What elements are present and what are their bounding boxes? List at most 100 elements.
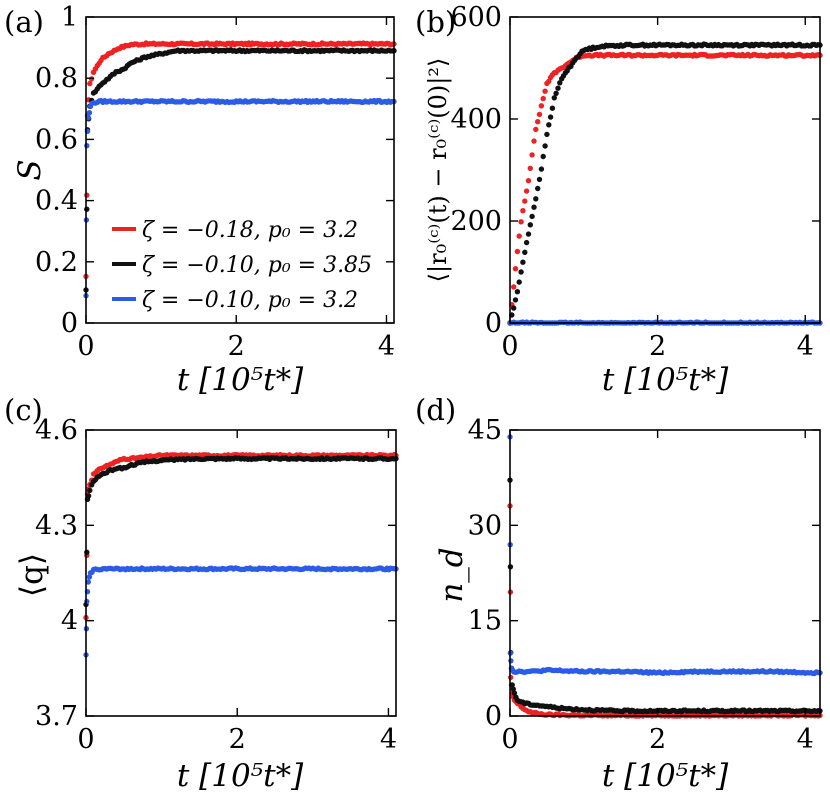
panel-c-series-1 [83, 455, 399, 608]
panel-b-series-1-point-12 [529, 213, 535, 220]
panel-b-series-0-point-17 [538, 103, 545, 109]
panel-a-series-0 [83, 40, 397, 280]
panel-b-ylabel: ⟨|r₀⁽ᶜ⁾(t) − r₀⁽ᶜ⁾(0)|²⟩ [424, 58, 453, 283]
panel-b-series-1-point-14 [533, 196, 539, 202]
panel-b-series-1-point-25 [553, 90, 559, 97]
panel-b-series-0-point-10 [525, 178, 532, 184]
panel-c-ytick-label-2: 4.3 [35, 510, 78, 541]
legend-label-0: ζ = −0.18, p₀ = 3.2 [142, 218, 358, 243]
panel-d-series-1-point-4 [509, 682, 515, 688]
panel-b-series-0-point-11 [527, 165, 533, 171]
panel-b-series-1-point-15 [535, 185, 541, 192]
panel-c-xtick-label-1: 2 [229, 724, 246, 755]
panel-a-axes-box [85, 16, 395, 324]
panel-a-xtick-label-2: 4 [378, 331, 395, 362]
panel-c-axes-box [85, 429, 397, 717]
legend-label-2: ζ = −0.10, p₀ = 3.2 [142, 288, 358, 313]
panel-b-series-0-point-19 [542, 88, 548, 94]
panel-a-xtick-label-1: 2 [228, 331, 245, 362]
panel-a-xlabel: t [10⁵t*] [177, 362, 304, 398]
panel-label-c: (c) [4, 393, 43, 427]
panel-b-series-1-point-7 [520, 259, 526, 265]
panel-b-series-0-point-12 [529, 152, 535, 158]
panel-c-ylabel: ⟨q⟩ [14, 553, 50, 597]
panel-b-series-1-point-16 [536, 176, 543, 183]
panel-b-series-1-point-21 [546, 122, 552, 128]
panel-b-series-1-point-6 [518, 269, 524, 275]
panel-b-xtick-label-1: 2 [649, 331, 666, 362]
panel-d-series-1-point-6 [511, 690, 518, 696]
panel-c: (c) 0 2 4 3.7 4 4.3 4.6 t [10⁵t*] ⟨q⟩ [4, 393, 399, 794]
panel-label-d: (d) [415, 393, 456, 427]
panel-b-series-0-point-15 [535, 119, 541, 125]
panel-d-axes-box [509, 429, 821, 717]
panel-b-series [507, 41, 823, 326]
panel-c-ytick-label-1: 4 [61, 606, 78, 637]
panel-d: (d) 0 2 4 0 15 30 45 t [10⁵t*] n_d [415, 393, 823, 794]
panel-b-series-1-point-18 [540, 153, 546, 160]
panel-d-ticks: 0 2 4 0 15 30 45 [468, 415, 820, 755]
panel-b-xtick-label-2: 4 [797, 331, 814, 362]
panel-a-ytick-label-1: 0.2 [35, 247, 78, 278]
panel-a-ylabel: S [12, 159, 48, 180]
panel-b-series-1-point-10 [525, 231, 532, 237]
panel-label-b: (b) [415, 5, 456, 39]
panel-b-series-0-point-14 [533, 126, 539, 133]
panel-c-series-0 [83, 451, 399, 621]
panel-d-series-2-point-3 [508, 658, 514, 664]
panel-b-ticks: 0 2 4 0 200 400 600 [450, 2, 820, 362]
panel-a-ytick-label-3: 0.6 [35, 124, 78, 155]
panel-c-xlabel: t [10⁵t*] [177, 758, 304, 794]
panel-c-series-2 [83, 565, 399, 658]
panel-a-series-0-point-5 [88, 76, 95, 82]
panel-b-series-0-point-7 [520, 208, 526, 214]
panel-c-ticks: 0 2 4 3.7 4 4.3 4.6 [35, 415, 397, 755]
panel-a-series-2-point-5 [86, 110, 93, 116]
panel-b-series-0-point-8 [522, 198, 528, 204]
panel-b: (b) 0 2 4 0 200 400 600 t [10⁵t*] ⟨|r₀⁽ᶜ⁾(t) −… [415, 2, 823, 398]
panel-a-ytick-label-4: 0.8 [35, 63, 78, 94]
panel-b-ytick-label-1: 200 [450, 206, 502, 237]
panel-a: (a) 0 2 4 0 0.2 0.4 0.6 0.8 1 t [10⁵t*] S ζ = −0… [4, 2, 397, 398]
panel-a-ytick-label-0: 0 [61, 308, 78, 339]
panel-d-ylabel: n_d [434, 547, 470, 602]
panel-b-series-1-point-2 [511, 305, 517, 311]
panel-a-ytick-label-5: 1 [61, 2, 78, 33]
panel-d-ytick-label-1: 15 [468, 606, 502, 637]
panel-a-ytick-label-2: 0.4 [35, 186, 78, 217]
panel-b-xtick-label-0: 0 [501, 331, 518, 362]
panel-a-ticks: 0 2 4 0 0.2 0.4 0.6 0.8 1 [35, 2, 395, 362]
panel-b-series-0-point-18 [540, 95, 546, 102]
panel-a-series-1 [83, 47, 397, 293]
panel-b-ytick-label-3: 600 [450, 2, 502, 33]
panel-a-series-2-point-4 [85, 115, 92, 121]
panel-c-ytick-label-0: 3.7 [35, 701, 78, 732]
panel-b-series-1-point-27 [557, 80, 563, 86]
panel-b-series-1-point-24 [551, 95, 557, 101]
panel-b-series-0-point-6 [518, 219, 524, 225]
panel-b-series-0-point-4 [514, 248, 521, 255]
panel-label-a: (a) [4, 5, 44, 39]
panel-b-series-0-point-16 [536, 111, 543, 118]
panel-a-series [83, 40, 397, 299]
panel-b-ytick-label-0: 0 [485, 308, 502, 339]
panel-c-xtick-label-0: 0 [77, 724, 94, 755]
panel-c-ytick-label-3: 4.6 [35, 415, 78, 446]
panel-b-series-1-point-26 [555, 85, 561, 91]
panel-c-series-1-point-3 [85, 493, 92, 499]
panel-b-series-1-point-11 [527, 222, 533, 228]
panel-b-series-1-point-22 [547, 114, 554, 120]
panel-b-ytick-label-2: 400 [450, 104, 502, 135]
panel-d-xtick-label-1: 2 [649, 724, 666, 755]
panel-d-ytick-label-2: 30 [468, 510, 502, 541]
panel-a-series-0-point-4 [87, 80, 93, 87]
panel-b-series-0-point-13 [531, 138, 537, 144]
panel-c-series-1-point-4 [87, 487, 93, 494]
panel-b-series-1-point-17 [538, 166, 545, 172]
panel-b-series-1 [507, 41, 823, 326]
panel-b-series-1-point-8 [522, 249, 528, 255]
panel-b-series-0-point-9 [523, 188, 530, 194]
legend: ζ = −0.18, p₀ = 3.2 ζ = −0.10, p₀ = 3.85 ζ… [112, 218, 372, 313]
panel-b-series-1-point-5 [516, 279, 522, 285]
panel-c-series-2-point-4 [85, 579, 92, 585]
